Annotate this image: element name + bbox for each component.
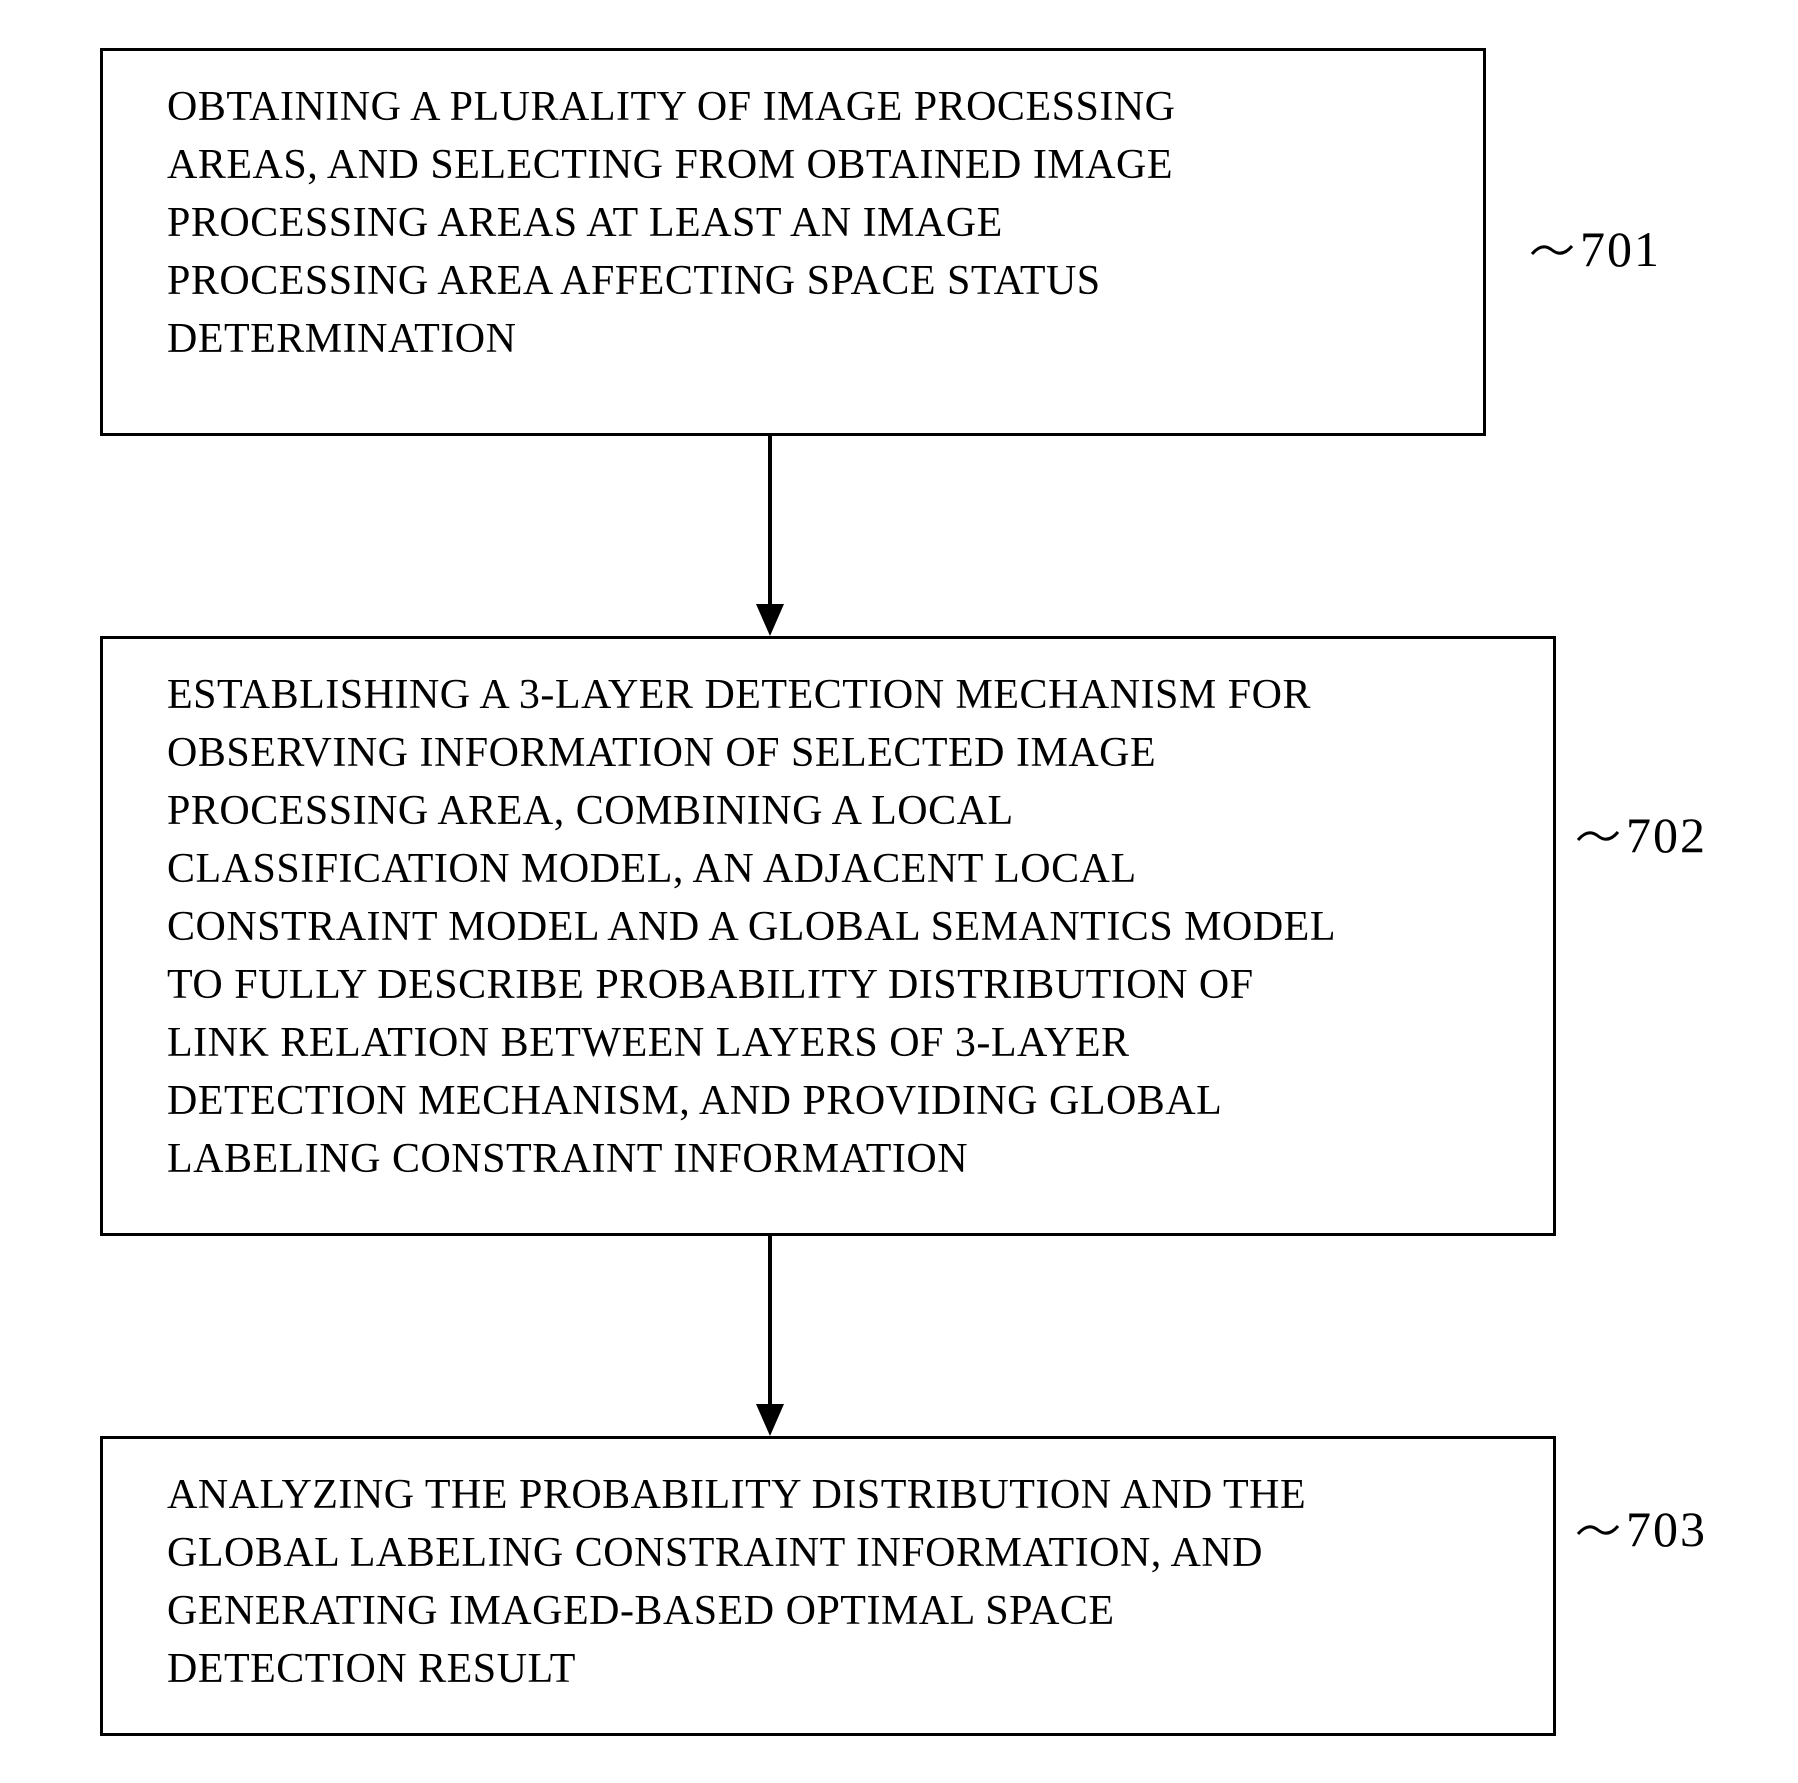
box-701-text: OBTAINING A PLURALITY OF IMAGE PROCESSIN… bbox=[167, 79, 1175, 369]
arrow-head-icon bbox=[756, 604, 784, 636]
tilde-icon bbox=[1530, 240, 1574, 260]
flowchart-arrow bbox=[768, 436, 772, 604]
box-702-text: ESTABLISHING A 3-LAYER DETECTION MECHANI… bbox=[167, 667, 1336, 1189]
flowchart-box-702: ESTABLISHING A 3-LAYER DETECTION MECHANI… bbox=[100, 636, 1556, 1236]
tilde-icon bbox=[1576, 1520, 1620, 1540]
flowchart-label-703: 703 bbox=[1626, 1500, 1707, 1558]
flowchart-label-702: 702 bbox=[1626, 806, 1707, 864]
arrow-head-icon bbox=[756, 1404, 784, 1436]
box-703-text: ANALYZING THE PROBABILITY DISTRIBUTION A… bbox=[167, 1467, 1306, 1699]
flowchart-canvas: OBTAINING A PLURALITY OF IMAGE PROCESSIN… bbox=[0, 0, 1798, 1783]
flowchart-arrow bbox=[768, 1236, 772, 1404]
tilde-icon bbox=[1576, 826, 1620, 846]
flowchart-box-703: ANALYZING THE PROBABILITY DISTRIBUTION A… bbox=[100, 1436, 1556, 1736]
flowchart-label-701: 701 bbox=[1580, 220, 1661, 278]
flowchart-box-701: OBTAINING A PLURALITY OF IMAGE PROCESSIN… bbox=[100, 48, 1486, 436]
